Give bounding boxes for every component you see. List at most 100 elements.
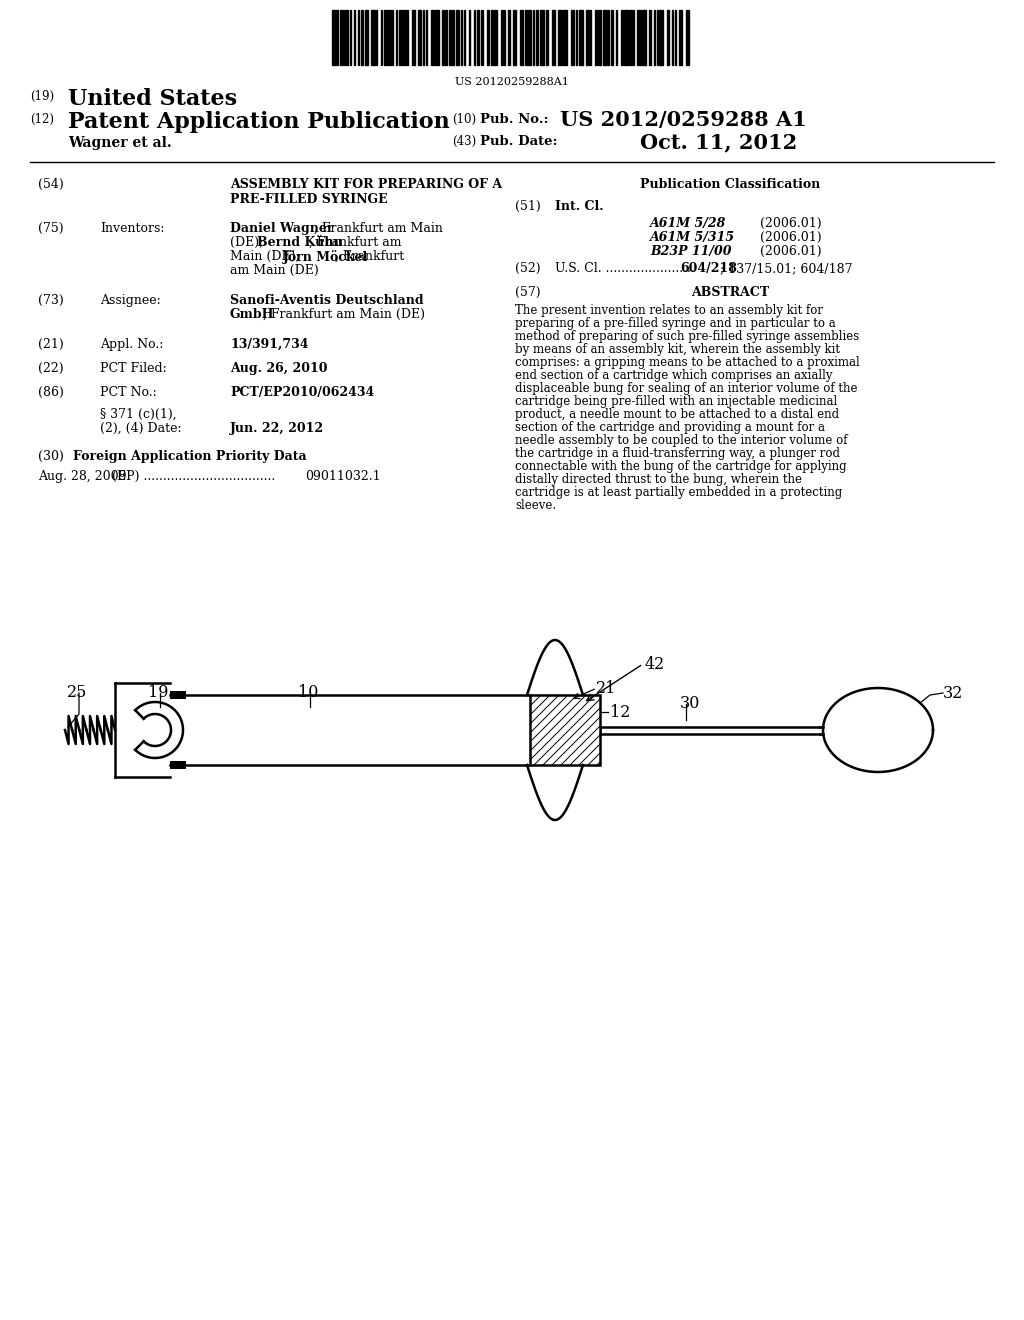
- Text: preparing of a pre-filled syringe and in particular to a: preparing of a pre-filled syringe and in…: [515, 317, 836, 330]
- Text: 604/218: 604/218: [680, 261, 737, 275]
- Bar: [361, 11, 362, 65]
- Text: PCT Filed:: PCT Filed:: [100, 362, 167, 375]
- Text: (43): (43): [452, 135, 476, 148]
- Bar: [442, 11, 444, 65]
- Bar: [536, 11, 538, 65]
- Text: (86): (86): [38, 385, 63, 399]
- Bar: [170, 762, 186, 770]
- Text: 25: 25: [67, 684, 87, 701]
- Bar: [456, 11, 459, 65]
- Bar: [579, 11, 583, 65]
- Text: Appl. No.:: Appl. No.:: [100, 338, 164, 351]
- Bar: [667, 11, 669, 65]
- Text: US 2012/0259288 A1: US 2012/0259288 A1: [560, 110, 807, 129]
- Bar: [494, 11, 497, 65]
- Bar: [477, 11, 479, 65]
- Bar: [445, 11, 447, 65]
- Bar: [598, 11, 601, 65]
- Bar: [412, 11, 415, 65]
- Text: Main (DE);: Main (DE);: [230, 249, 304, 263]
- Text: (2006.01): (2006.01): [760, 216, 821, 230]
- Text: § 371 (c)(1),: § 371 (c)(1),: [100, 408, 176, 421]
- Text: (2006.01): (2006.01): [760, 246, 821, 257]
- Bar: [621, 11, 623, 65]
- Text: (19): (19): [30, 90, 54, 103]
- Bar: [170, 690, 186, 700]
- Bar: [431, 11, 434, 65]
- Text: , Frankfurt: , Frankfurt: [335, 249, 404, 263]
- Bar: [546, 11, 548, 65]
- Text: 30: 30: [680, 696, 700, 711]
- Text: (73): (73): [38, 294, 63, 308]
- Bar: [520, 11, 523, 65]
- Text: 42: 42: [645, 656, 666, 673]
- Bar: [525, 11, 527, 65]
- Text: Patent Application Publication: Patent Application Publication: [68, 111, 450, 133]
- Text: displaceable bung for sealing of an interior volume of the: displaceable bung for sealing of an inte…: [515, 381, 857, 395]
- Bar: [659, 11, 663, 65]
- Bar: [501, 11, 503, 65]
- Text: (12): (12): [30, 114, 54, 125]
- Text: PCT/EP2010/062434: PCT/EP2010/062434: [230, 385, 374, 399]
- Bar: [452, 11, 454, 65]
- Text: 21: 21: [596, 680, 616, 697]
- Text: ABSTRACT: ABSTRACT: [691, 286, 769, 300]
- Text: (EP) ..................................: (EP) ..................................: [112, 470, 275, 483]
- Text: Assignee:: Assignee:: [100, 294, 161, 308]
- Text: (10): (10): [452, 114, 476, 125]
- Bar: [571, 11, 574, 65]
- Text: Inventors:: Inventors:: [100, 222, 165, 235]
- Bar: [540, 11, 544, 65]
- Bar: [642, 11, 646, 65]
- Bar: [508, 11, 510, 65]
- Bar: [340, 11, 343, 65]
- Bar: [603, 11, 606, 65]
- Text: (52): (52): [515, 261, 541, 275]
- Text: (51): (51): [515, 201, 541, 213]
- Text: Jörn Möckel: Jörn Möckel: [283, 249, 369, 264]
- Text: PCT No.:: PCT No.:: [100, 385, 157, 399]
- Text: distally directed thrust to the bung, wherein the: distally directed thrust to the bung, wh…: [515, 473, 802, 486]
- Bar: [586, 11, 589, 65]
- Text: product, a needle mount to be attached to a distal end: product, a needle mount to be attached t…: [515, 408, 839, 421]
- Text: (57): (57): [515, 286, 541, 300]
- Text: United States: United States: [68, 88, 238, 110]
- Text: The present invention relates to an assembly kit for: The present invention relates to an asse…: [515, 304, 823, 317]
- Bar: [563, 11, 567, 65]
- Text: ASSEMBLY KIT FOR PREPARING OF A: ASSEMBLY KIT FOR PREPARING OF A: [230, 178, 502, 191]
- Text: cartridge is at least partially embedded in a protecting: cartridge is at least partially embedded…: [515, 486, 843, 499]
- Text: connectable with the bung of the cartridge for applying: connectable with the bung of the cartrid…: [515, 459, 847, 473]
- Bar: [595, 11, 597, 65]
- Text: Foreign Application Priority Data: Foreign Application Priority Data: [73, 450, 307, 463]
- Text: Daniel Wagner: Daniel Wagner: [230, 222, 334, 235]
- Text: am Main (DE): am Main (DE): [230, 264, 318, 277]
- Text: Sanofi-Aventis Deutschland: Sanofi-Aventis Deutschland: [230, 294, 424, 308]
- Polygon shape: [823, 688, 933, 772]
- Text: (30): (30): [38, 450, 63, 463]
- Bar: [624, 11, 628, 65]
- Text: , Frankfurt am: , Frankfurt am: [309, 236, 401, 249]
- Bar: [607, 11, 609, 65]
- Bar: [399, 11, 401, 65]
- Text: section of the cartridge and providing a mount for a: section of the cartridge and providing a…: [515, 421, 825, 434]
- Text: (21): (21): [38, 338, 63, 351]
- Bar: [402, 11, 404, 65]
- Text: 10: 10: [298, 684, 318, 701]
- Text: 09011032.1: 09011032.1: [305, 470, 381, 483]
- Bar: [686, 11, 689, 65]
- Text: the cartridge in a fluid-transferring way, a plunger rod: the cartridge in a fluid-transferring wa…: [515, 447, 840, 459]
- Bar: [365, 11, 368, 65]
- Bar: [552, 11, 555, 65]
- Text: sleeve.: sleeve.: [515, 499, 556, 512]
- Bar: [487, 11, 489, 65]
- Bar: [637, 11, 641, 65]
- Text: , Frankfurt am Main (DE): , Frankfurt am Main (DE): [263, 308, 425, 321]
- Text: , Frankfurt am Main: , Frankfurt am Main: [314, 222, 442, 235]
- Bar: [384, 11, 388, 65]
- Text: Wagner et al.: Wagner et al.: [68, 136, 172, 150]
- Bar: [490, 11, 493, 65]
- Text: PRE-FILLED SYRINGE: PRE-FILLED SYRINGE: [230, 193, 388, 206]
- Text: end section of a cartridge which comprises an axially: end section of a cartridge which compris…: [515, 370, 833, 381]
- Text: comprises: a gripping means to be attached to a proximal: comprises: a gripping means to be attach…: [515, 356, 860, 370]
- Text: U.S. Cl. .......................: U.S. Cl. .......................: [555, 261, 694, 275]
